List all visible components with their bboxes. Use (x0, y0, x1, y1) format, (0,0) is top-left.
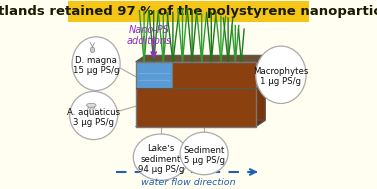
Text: Nano-PS
additions: Nano-PS additions (126, 25, 172, 46)
Ellipse shape (90, 47, 95, 53)
Ellipse shape (133, 134, 188, 180)
Polygon shape (136, 55, 265, 62)
Polygon shape (136, 120, 265, 127)
Text: Wetlands retained 97 % of the polystyrene nanoparticles: Wetlands retained 97 % of the polystyren… (0, 5, 377, 18)
Ellipse shape (256, 46, 306, 103)
Bar (172, 62, 256, 88)
Ellipse shape (72, 37, 120, 91)
Ellipse shape (86, 103, 96, 107)
Text: water flow direction: water flow direction (141, 177, 236, 187)
Ellipse shape (70, 91, 118, 139)
Text: D. magna
15 μg PS/g: D. magna 15 μg PS/g (73, 56, 120, 75)
Text: Macrophytes
1 μg PS/g: Macrophytes 1 μg PS/g (253, 67, 309, 86)
Text: Sediment
5 μg PS/g: Sediment 5 μg PS/g (184, 146, 225, 165)
Text: A. aquaticus
3 μg PS/g: A. aquaticus 3 μg PS/g (67, 108, 120, 127)
Bar (136, 88, 256, 127)
Polygon shape (256, 55, 265, 127)
Bar (136, 62, 256, 127)
Bar (69, 1, 308, 22)
Ellipse shape (180, 132, 228, 175)
Text: Lakeʼs
sediment
94 μg PS/g: Lakeʼs sediment 94 μg PS/g (138, 144, 184, 174)
Bar (136, 62, 172, 88)
